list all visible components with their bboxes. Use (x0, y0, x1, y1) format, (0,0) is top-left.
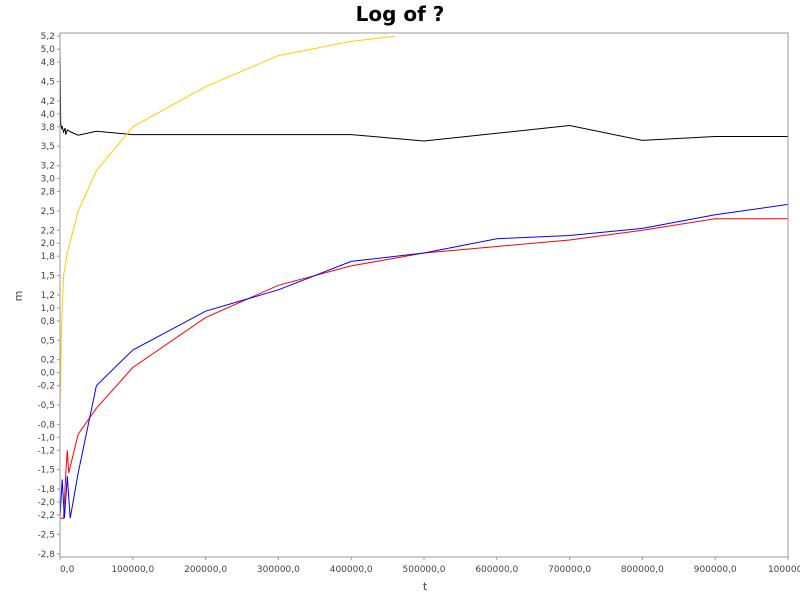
x-axis: 0,0 100000,0 200000,0 300000,0 400000,0 50000… (59, 557, 800, 575)
x-tick-label: 400000,0 (330, 565, 373, 575)
x-tick-label: 700000,0 (548, 565, 591, 575)
y-tick-label: -1,2 (37, 446, 55, 456)
y-tick-label: 3,0 (41, 175, 56, 185)
y-tick-label: 3,2 (41, 162, 55, 172)
y-tick-label: 3,5 (41, 142, 55, 152)
series-line-4 (60, 203, 788, 519)
y-tick-label: 0,2 (41, 356, 55, 366)
y-tick-label: -1,8 (37, 485, 55, 495)
y-tick-label: 2,5 (41, 207, 55, 217)
y-tick-label: 2,0 (41, 239, 56, 249)
y-tick-label: 5,2 (41, 32, 55, 42)
y-tick-label: 4,8 (41, 58, 56, 68)
y-tick-label: 3,8 (41, 123, 56, 133)
y-tick-label: 2,8 (41, 187, 56, 197)
y-tick-label: 2,2 (41, 226, 55, 236)
chart-title: Log of ? (355, 2, 445, 26)
y-tick-label: 0,8 (41, 317, 56, 327)
y-axis: 5,2 5,0 4,8 4,5 4,2 4,0 3,8 3,5 3,2 3,0 2,8 2,5 2,2 2… (37, 32, 60, 560)
y-tick-label: 4,2 (41, 97, 55, 107)
y-tick-label: -0,2 (37, 382, 55, 392)
series-line-2 (60, 35, 395, 412)
y-tick-label: 1,8 (41, 252, 56, 262)
x-tick-label: 300000,0 (257, 565, 300, 575)
y-axis-title: m (12, 291, 25, 302)
y-tick-label: -0,5 (37, 401, 55, 411)
plot-frame (59, 32, 789, 558)
x-tick-label: 800000,0 (621, 565, 664, 575)
x-tick-label: 500000,0 (403, 565, 446, 575)
y-tick-label: 4,5 (41, 78, 55, 88)
y-tick-label: -1,0 (37, 433, 55, 443)
y-tick-label: -2,5 (37, 530, 55, 540)
plot-background (60, 33, 788, 557)
y-tick-label: -2,8 (37, 550, 55, 560)
y-tick-label: 0,5 (41, 336, 55, 346)
series-line-3 (60, 218, 788, 519)
y-tick-label: 0,0 (41, 369, 56, 379)
x-tick-label: 100000,0 (111, 565, 154, 575)
y-tick-label: 5,0 (41, 45, 56, 55)
x-tick-label: 1000000 (768, 565, 800, 575)
x-tick-label: 600000,0 (475, 565, 518, 575)
y-tick-label: 1,0 (41, 304, 56, 314)
y-tick-label: -2,2 (37, 511, 55, 521)
x-tick-label: 900000,0 (694, 565, 737, 575)
y-tick-label: -0,8 (37, 420, 55, 430)
y-tick-label: -1,5 (37, 466, 55, 476)
x-tick-label: 200000,0 (184, 565, 227, 575)
y-tick-label: 4,0 (41, 110, 56, 120)
y-tick-label: 1,2 (41, 291, 55, 301)
x-axis-title: t (423, 580, 428, 593)
y-tick-label: 1,5 (41, 272, 55, 282)
x-tick-label: 0,0 (60, 565, 75, 575)
series-line-1 (60, 45, 788, 142)
series-layer (60, 35, 788, 519)
y-tick-label: -2,0 (37, 498, 55, 508)
